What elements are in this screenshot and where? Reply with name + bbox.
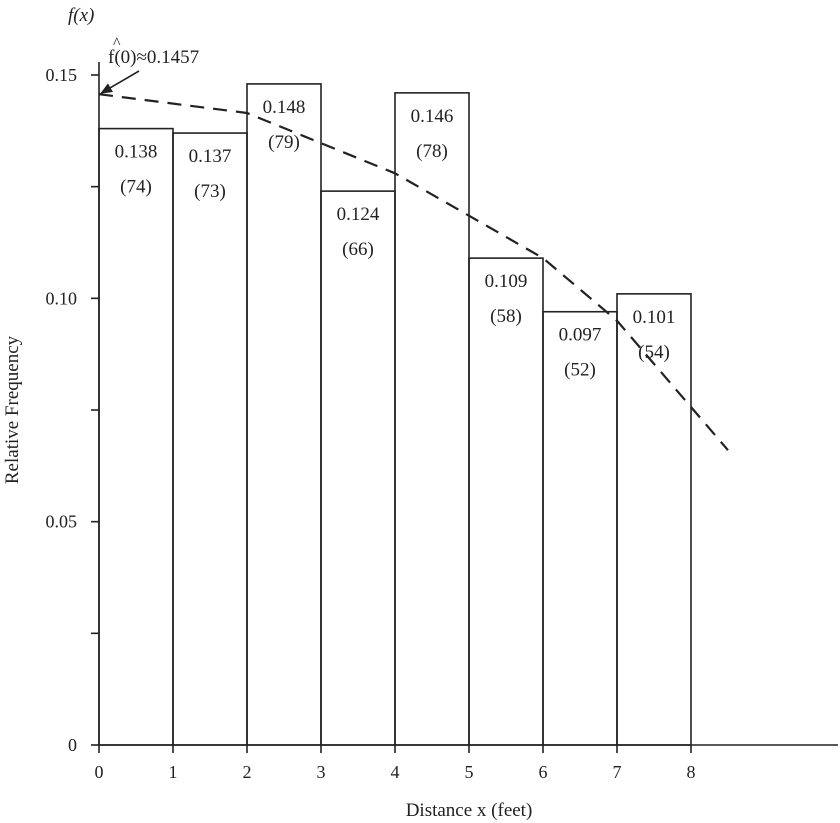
annotation-arrow bbox=[100, 70, 140, 94]
y-tick-label: 0.05 bbox=[46, 512, 78, 532]
bar-count-label: (79) bbox=[268, 132, 300, 153]
x-tick-label: 7 bbox=[613, 762, 622, 782]
histogram-bar bbox=[394, 92, 470, 746]
bar-count-label: (58) bbox=[490, 306, 522, 327]
y-ticks: 0 0.05 0.10 0.15 bbox=[46, 65, 99, 755]
histogram-bar bbox=[98, 127, 174, 746]
histogram-bars bbox=[98, 83, 692, 746]
annotation-hat: ^ bbox=[113, 35, 121, 52]
y-tick-label: 0.15 bbox=[46, 65, 78, 85]
annotation-text: f(0)≈0.1457 bbox=[108, 47, 199, 68]
bar-labels: 0.138 (74) 0.137 (73) 0.148 (79) 0.124 (66) 0.14… bbox=[115, 97, 676, 381]
bar-value-label: 0.146 bbox=[411, 106, 454, 127]
bar-count-label: (54) bbox=[638, 342, 670, 363]
bar-count-label: (78) bbox=[416, 141, 448, 162]
x-tick-label: 8 bbox=[687, 762, 696, 782]
y-tick-label: 0 bbox=[68, 735, 77, 755]
x-ticks: 0 1 2 3 4 5 6 7 8 bbox=[95, 745, 696, 782]
y-tick-label: 0.10 bbox=[46, 288, 78, 308]
x-tick-label: 6 bbox=[539, 762, 548, 782]
bar-value-label: 0.148 bbox=[263, 97, 306, 118]
bar-value-label: 0.138 bbox=[115, 142, 158, 163]
bar-value-label: 0.101 bbox=[633, 307, 676, 328]
bar-count-label: (73) bbox=[194, 181, 226, 202]
x-axis-label: Distance x (feet) bbox=[406, 800, 533, 821]
intercept-annotation: ^ f(0)≈0.1457 bbox=[100, 35, 199, 94]
bar-value-label: 0.137 bbox=[189, 146, 232, 167]
fitted-density-curve bbox=[98, 93, 729, 451]
bar-count-label: (66) bbox=[342, 239, 374, 260]
bar-count-label: (74) bbox=[120, 177, 152, 198]
x-tick-label: 2 bbox=[243, 762, 252, 782]
y-axis-title: f(x) bbox=[68, 5, 94, 26]
bar-value-label: 0.097 bbox=[559, 325, 602, 346]
histogram-bar bbox=[246, 83, 322, 746]
histogram-bar bbox=[468, 257, 544, 746]
y-axis-label: Relative Frequency bbox=[2, 335, 23, 484]
x-tick-label: 4 bbox=[391, 762, 400, 782]
bar-count-label: (52) bbox=[564, 360, 596, 381]
x-tick-label: 3 bbox=[317, 762, 326, 782]
x-tick-label: 1 bbox=[169, 762, 178, 782]
x-tick-label: 5 bbox=[465, 762, 474, 782]
bar-value-label: 0.109 bbox=[485, 271, 528, 292]
bar-value-label: 0.124 bbox=[337, 204, 380, 225]
histogram-bar bbox=[172, 132, 248, 746]
x-tick-label: 0 bbox=[95, 762, 104, 782]
histogram-bar bbox=[320, 190, 396, 746]
